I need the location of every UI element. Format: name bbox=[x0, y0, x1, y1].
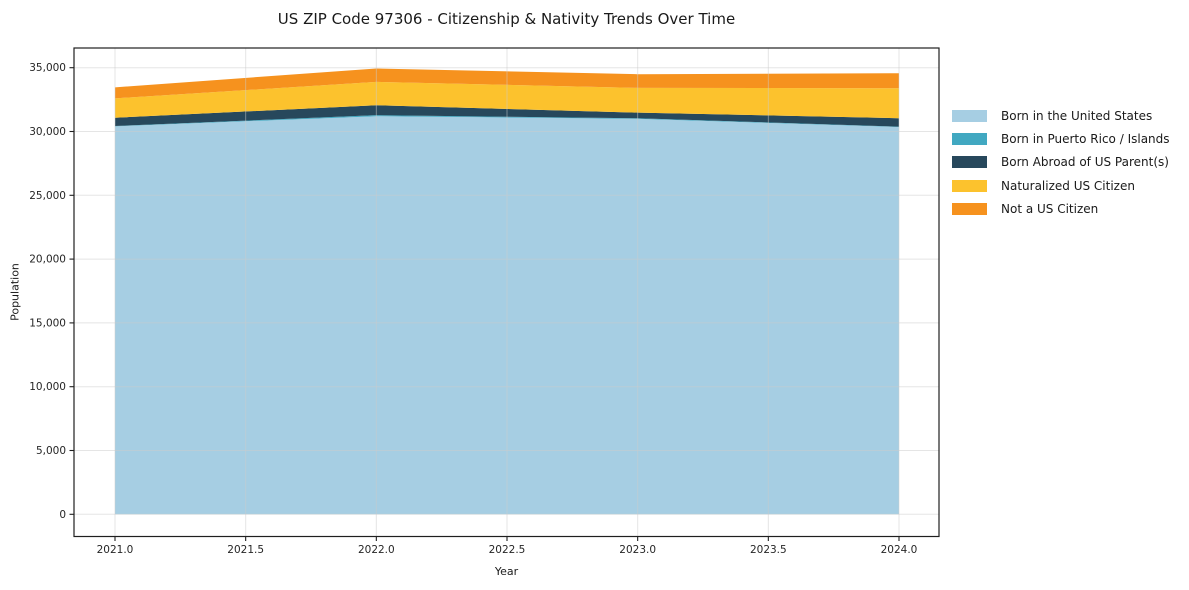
legend-item: Not a US Citizen bbox=[952, 198, 1170, 221]
y-tick-label: 10,000 bbox=[29, 381, 66, 393]
x-tick-label: 2022.0 bbox=[358, 544, 395, 556]
x-tick-label: 2021.5 bbox=[227, 544, 264, 556]
legend: Born in the United States Born in Puerto … bbox=[952, 104, 1170, 221]
chart-title: US ZIP Code 97306 - Citizenship & Nativi… bbox=[277, 10, 736, 28]
legend-item: Born Abroad of US Parent(s) bbox=[952, 151, 1170, 174]
y-tick-label: 20,000 bbox=[29, 254, 66, 266]
legend-swatch bbox=[952, 156, 987, 169]
legend-item: Born in the United States bbox=[952, 104, 1170, 127]
legend-swatch bbox=[952, 203, 987, 216]
legend-item-label: Born Abroad of US Parent(s) bbox=[1001, 155, 1169, 170]
x-axis-label: Year bbox=[494, 565, 519, 578]
y-tick-label: 30,000 bbox=[29, 126, 66, 138]
legend-swatch bbox=[952, 179, 987, 192]
x-tick-label: 2021.0 bbox=[97, 544, 134, 556]
legend-item-label: Not a US Citizen bbox=[1001, 202, 1099, 217]
y-tick-label: 5,000 bbox=[36, 445, 66, 457]
legend-item-label: Born in Puerto Rico / Islands bbox=[1001, 132, 1170, 147]
x-tick-label: 2022.5 bbox=[489, 544, 526, 556]
legend-swatch bbox=[952, 133, 987, 146]
x-tick-label: 2024.0 bbox=[881, 544, 918, 556]
x-tick-label: 2023.0 bbox=[619, 544, 656, 556]
legend-item: Naturalized US Citizen bbox=[952, 174, 1170, 197]
x-tick-label: 2023.5 bbox=[750, 544, 787, 556]
legend-item-label: Naturalized US Citizen bbox=[1001, 178, 1135, 193]
y-tick-label: 0 bbox=[59, 509, 66, 521]
area-series-1 bbox=[115, 115, 899, 128]
legend-swatch bbox=[952, 109, 987, 122]
y-tick-label: 35,000 bbox=[29, 62, 66, 74]
y-axis-label: Population bbox=[8, 263, 22, 321]
y-tick-label: 15,000 bbox=[29, 317, 66, 329]
legend-item: Born in Puerto Rico / Islands bbox=[952, 127, 1170, 150]
legend-item-label: Born in the United States bbox=[1001, 108, 1153, 123]
y-tick-label: 25,000 bbox=[29, 190, 66, 202]
